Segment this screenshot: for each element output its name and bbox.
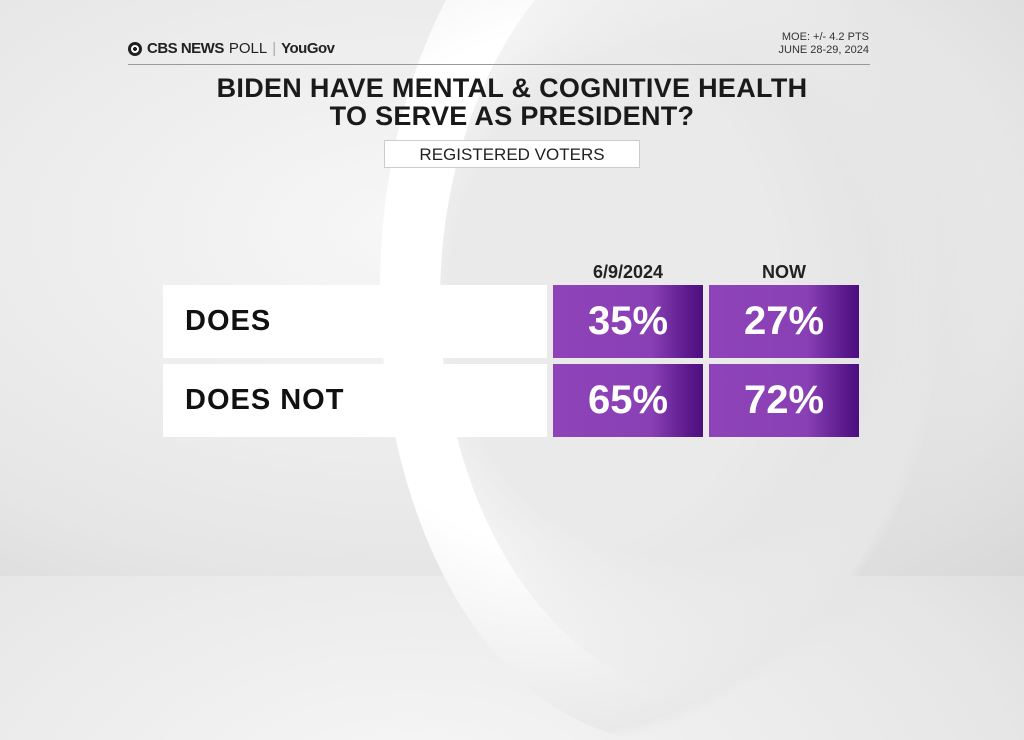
divider: | [272,40,277,57]
cbs-eye-icon [128,41,142,56]
value-cell: 72% [709,364,859,437]
row-label: DOES NOT [163,364,547,437]
value-cell: 65% [553,364,703,437]
poll-meta: MOE: +/- 4.2 PTS JUNE 28-29, 2024 [778,31,870,56]
row-label: DOES [163,285,547,358]
header-rule [128,64,870,65]
subtitle: REGISTERED VOTERS [384,140,640,168]
value-cell: 27% [709,285,859,358]
column-header: 6/9/2024 [592,262,664,282]
value-cell: 35% [553,285,703,358]
brand-logo: CBS NEWS POLL | YouGov [128,40,335,57]
column-header: NOW [762,262,806,282]
chart-title: BIDEN HAVE MENTAL & COGNITIVE HEALTH TO … [216,73,808,131]
